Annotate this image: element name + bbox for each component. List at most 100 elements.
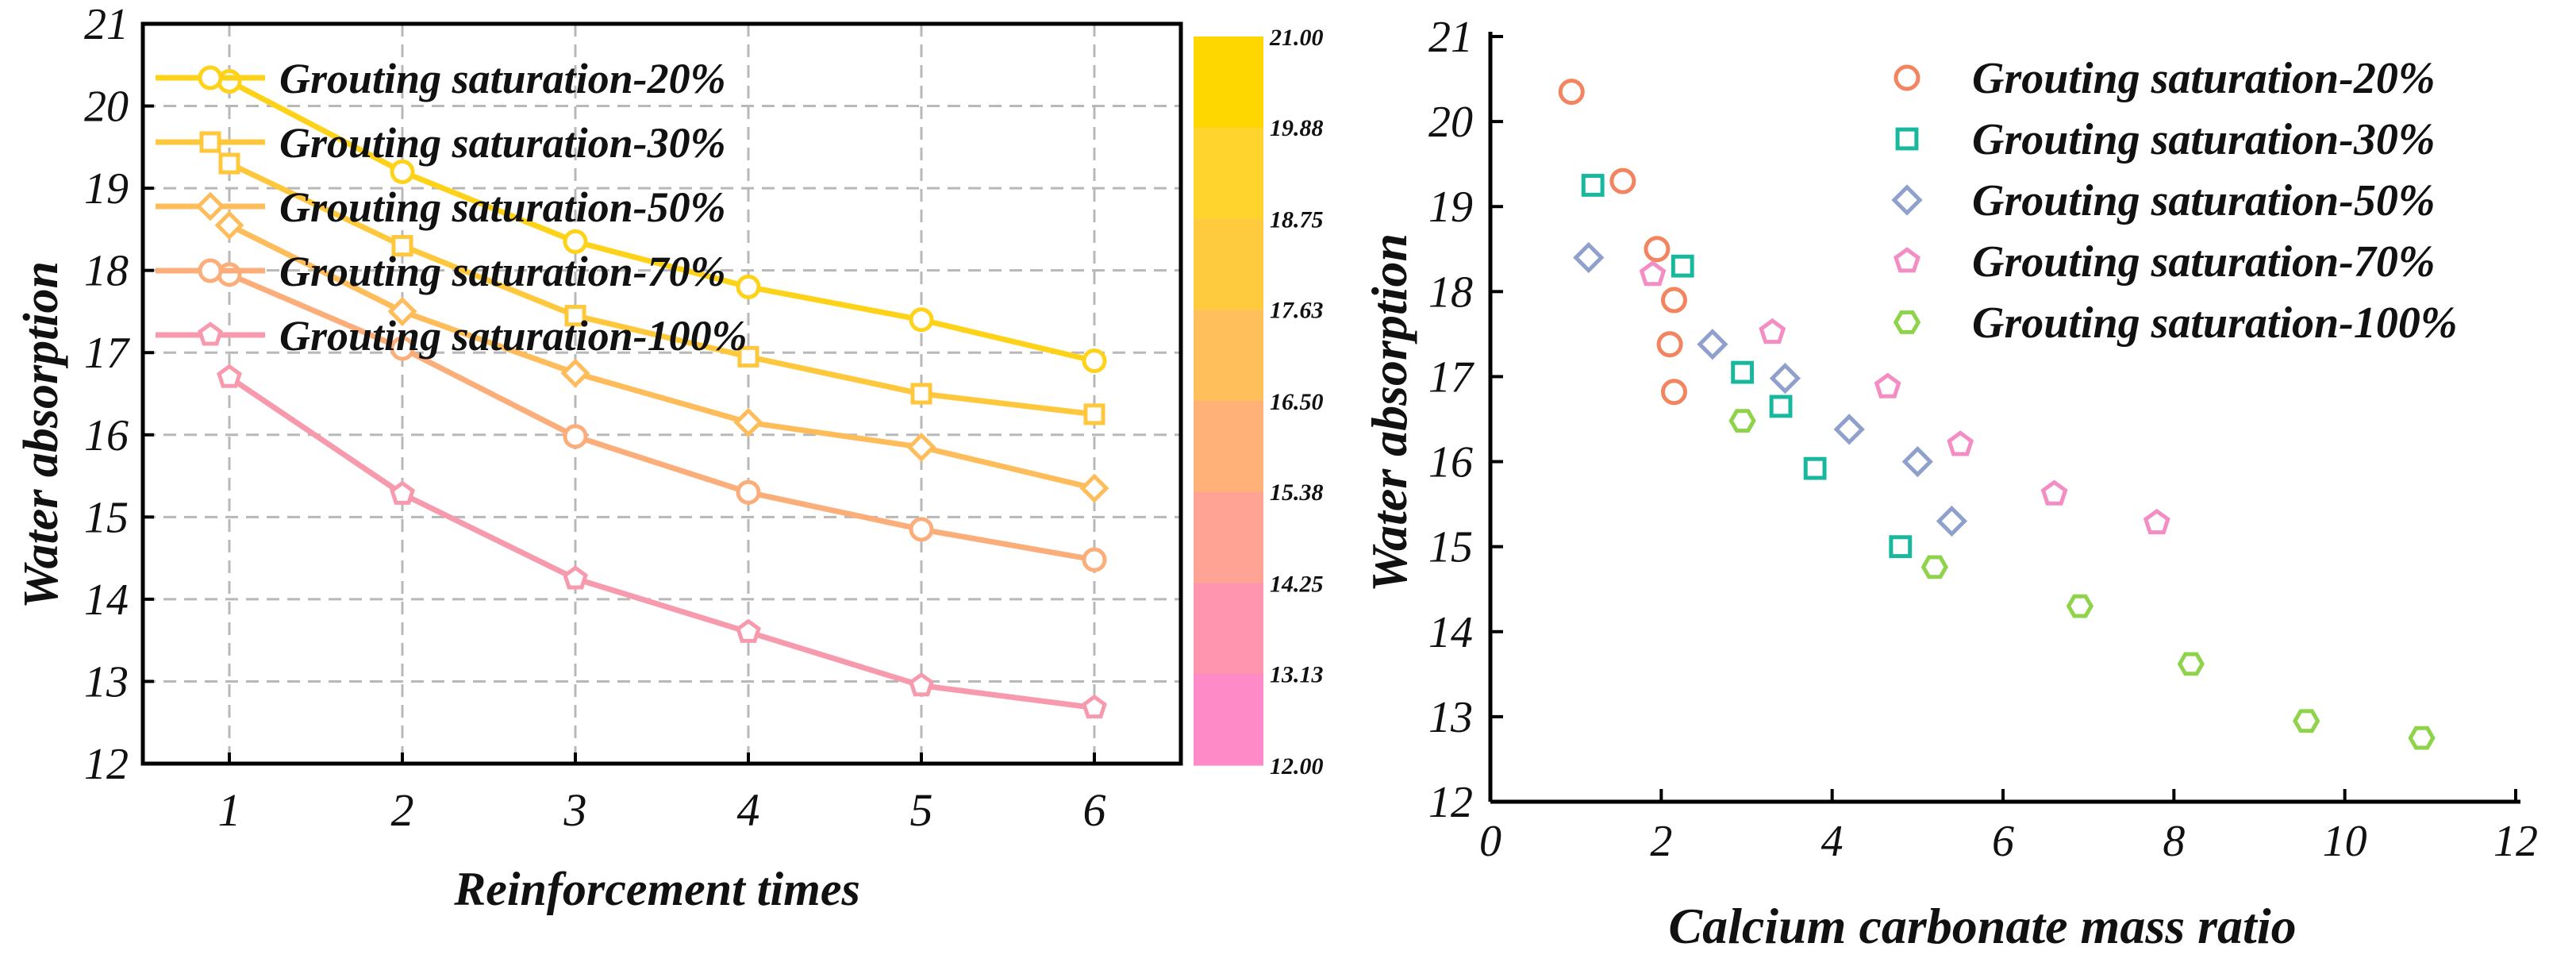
- right-data-point: [1656, 331, 1683, 358]
- left-data-point: [736, 274, 761, 299]
- right-data-point: [1660, 379, 1687, 406]
- left-data-point: [390, 480, 415, 505]
- right-x-tick-label: 10: [2323, 817, 2367, 866]
- left-data-point: [737, 345, 759, 368]
- right-data-point: [1769, 395, 1793, 418]
- left-legend-marker: [198, 258, 223, 283]
- right-data-point: [1803, 456, 1827, 480]
- left-series-line-2: [228, 222, 1095, 491]
- left-y-tick-label: 14: [84, 575, 129, 625]
- left-y-tick-label: 20: [84, 83, 129, 132]
- right-data-point: [2408, 726, 2436, 750]
- left-data-point: [1082, 694, 1107, 719]
- right-data-point: [1901, 445, 1933, 478]
- left-legend-label: Grouting saturation-50%: [279, 183, 726, 231]
- right-data-point: [1833, 414, 1865, 445]
- colorbar-band: [1194, 218, 1263, 310]
- right-x-tick-label: 8: [2163, 817, 2185, 866]
- left-data-point: [563, 424, 588, 449]
- left-y-tick-label: 13: [84, 657, 129, 706]
- left-data-point: [909, 672, 934, 697]
- left-legend-label: Grouting saturation-100%: [279, 312, 748, 360]
- left-legend-marker: [198, 321, 223, 346]
- left-x-tick-label: 1: [218, 784, 241, 836]
- right-data-point: [1660, 287, 1687, 314]
- colorbar-band: [1194, 674, 1263, 766]
- left-y-tick-label: 12: [84, 740, 129, 789]
- right-legend-marker: [1895, 127, 1919, 151]
- left-line-chart: Grouting saturation-20% Grouting saturati…: [14, 0, 1183, 915]
- left-data-point: [1082, 348, 1107, 374]
- right-data-point: [1644, 236, 1671, 263]
- left-legend: Grouting saturation-20% Grouting saturati…: [156, 55, 748, 360]
- right-data-point: [1639, 260, 1667, 287]
- left-x-tick-label: 5: [910, 784, 933, 836]
- right-legend: Grouting saturation-20% Grouting saturati…: [1891, 54, 2458, 348]
- left-y-ticks: 12 13 14 15 16 17 18 19 20 21: [84, 0, 154, 789]
- right-y-tick-label: 13: [1428, 693, 1473, 742]
- left-data-point: [390, 159, 415, 184]
- left-x-tick-label: 4: [737, 784, 760, 836]
- left-legend-label: Grouting saturation-70%: [279, 248, 726, 295]
- right-data-point: [2143, 508, 2170, 535]
- right-data-point: [2040, 479, 2068, 506]
- left-series-group: [214, 68, 1109, 719]
- left-data-point: [906, 432, 936, 462]
- right-x-axis-title: Calcium carbonate mass ratio: [1668, 898, 2296, 954]
- left-y-tick-label: 17: [84, 329, 130, 378]
- colorbar-tick-label: 21.00: [1269, 25, 1324, 51]
- colorbar-band: [1194, 127, 1263, 220]
- right-y-tick-label: 15: [1428, 523, 1473, 572]
- right-legend-label: Grouting saturation-100%: [1972, 298, 2458, 348]
- left-x-axis-title: Reinforcement times: [453, 863, 860, 915]
- colorbar-band: [1194, 310, 1263, 402]
- left-data-point: [563, 229, 588, 254]
- right-y-tick-label: 19: [1428, 183, 1473, 232]
- right-data-point: [1889, 535, 1913, 559]
- right-y-tick-label: 12: [1428, 778, 1473, 827]
- left-legend-label: Grouting saturation-30%: [279, 119, 726, 167]
- left-data-point: [909, 517, 934, 542]
- left-series-line-3: [228, 271, 1095, 563]
- left-x-tick-label: 6: [1083, 784, 1106, 836]
- right-x-ticks: 0 2 4 6 8 10 12: [1479, 789, 2538, 866]
- left-legend-marker: [195, 191, 225, 221]
- left-data-point: [733, 407, 763, 437]
- right-data-point: [1947, 430, 1974, 456]
- left-series-line-1: [228, 160, 1095, 418]
- left-data-point: [217, 68, 242, 94]
- right-data-point: [1609, 167, 1636, 194]
- colorbar-band: [1194, 401, 1263, 493]
- right-legend-label: Grouting saturation-20%: [1972, 54, 2436, 103]
- left-data-point: [387, 296, 417, 326]
- left-data-point: [736, 479, 761, 505]
- left-legend-marker: [199, 131, 221, 153]
- right-points-group: [1558, 79, 2436, 750]
- left-data-point: [214, 210, 244, 241]
- left-data-point: [1082, 547, 1107, 572]
- colorbar-tick-label: 19.88: [1270, 115, 1324, 141]
- colorbar-tick-label: 16.50: [1270, 389, 1324, 415]
- colorbar-band: [1194, 37, 1263, 129]
- left-data-point: [736, 618, 761, 643]
- left-legend-label: Grouting saturation-20%: [279, 55, 726, 102]
- right-data-point: [1731, 360, 1755, 384]
- right-legend-label: Grouting saturation-30%: [1972, 115, 2436, 164]
- right-scatter-chart: Grouting saturation-20% Grouting saturati…: [1361, 13, 2538, 954]
- left-data-point: [1083, 403, 1105, 425]
- left-data-point: [910, 383, 932, 405]
- left-y-tick-label: 21: [84, 0, 129, 49]
- left-x-tick-label: 2: [391, 784, 414, 836]
- left-y-axis-title: Water absorption: [14, 261, 68, 609]
- left-data-point: [560, 358, 590, 388]
- colorbar: 21.00 19.88 18.75 17.63 16.50 15.38 14.25 13.13…: [1194, 25, 1324, 779]
- left-data-point: [564, 305, 586, 327]
- left-x-ticks: 1 2 3 4 5 6: [218, 753, 1106, 836]
- left-data-point: [909, 307, 934, 333]
- right-y-tick-label: 20: [1428, 98, 1473, 147]
- right-y-tick-label: 16: [1428, 438, 1473, 487]
- right-x-tick-label: 6: [1992, 817, 2014, 866]
- left-data-point: [390, 336, 415, 361]
- colorbar-tick-label: 14.25: [1270, 572, 1324, 598]
